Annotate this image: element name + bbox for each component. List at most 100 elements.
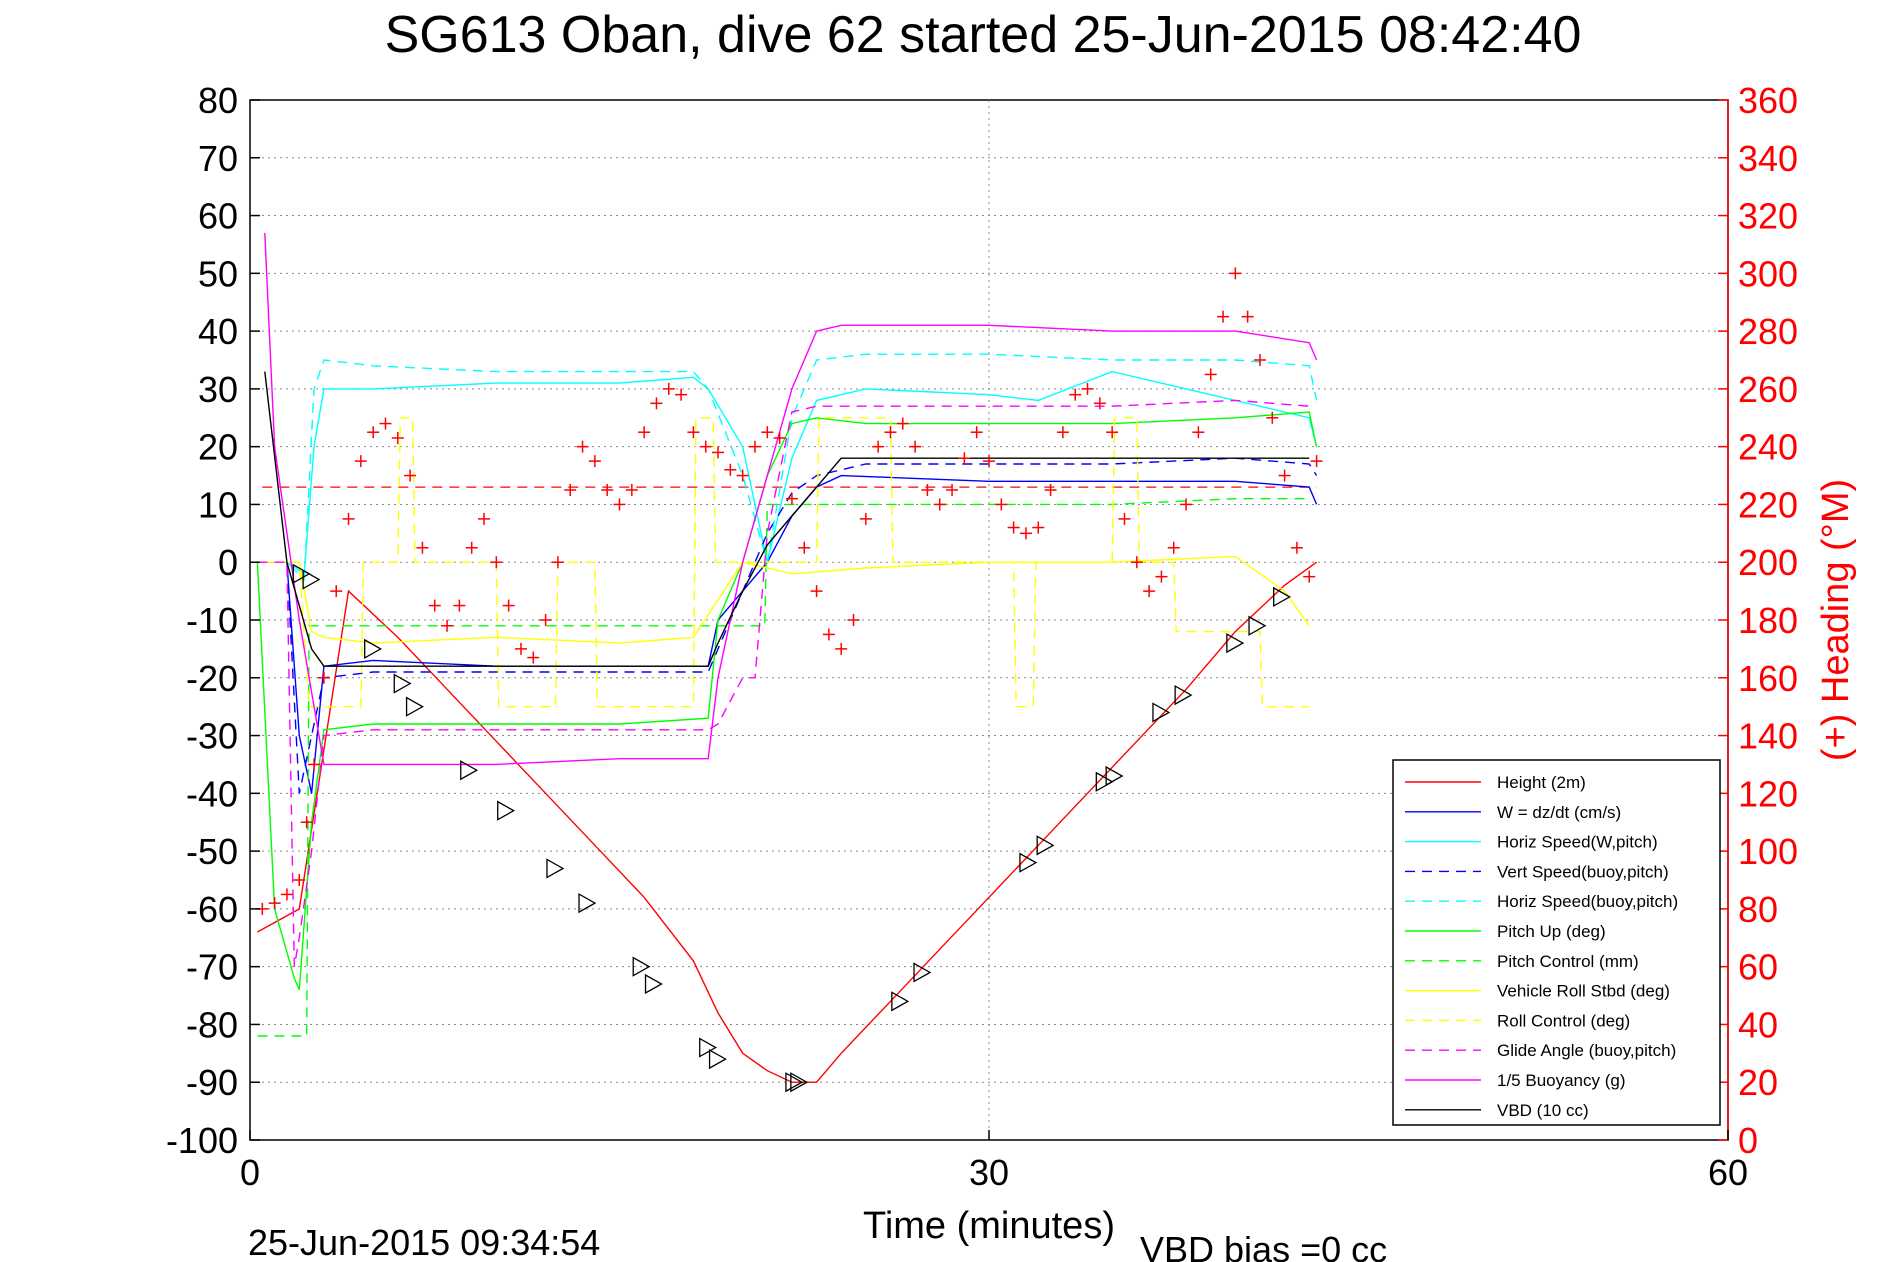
right-tick-label: 220: [1738, 484, 1798, 525]
left-tick-label: 20: [198, 427, 238, 468]
series-line: [256, 411, 1318, 991]
triangle-marker: [393, 673, 412, 694]
triangle-marker: [1019, 852, 1038, 873]
right-tick-label: 80: [1738, 889, 1778, 930]
right-tick-label: 340: [1738, 138, 1798, 179]
legend-entry: Height (2m): [1497, 773, 1586, 792]
heading-point: [465, 541, 478, 554]
right-tick-label: 20: [1738, 1062, 1778, 1103]
right-tick-label: 160: [1738, 658, 1798, 699]
heading-point: [1290, 541, 1303, 554]
left-tick-label: -20: [186, 658, 238, 699]
heading-point: [300, 816, 313, 829]
heading-point: [909, 440, 922, 453]
legend-entry: Roll Control (deg): [1497, 1011, 1630, 1030]
triangle-marker: [292, 563, 311, 584]
heading-point: [404, 469, 417, 482]
left-tick-label: 70: [198, 138, 238, 179]
left-tick-label: 0: [218, 542, 238, 583]
legend-entry: Vehicle Roll Stbd (deg): [1497, 982, 1670, 1001]
triangle-marker: [1036, 835, 1055, 856]
heading-point: [1180, 498, 1193, 511]
triangle-marker: [632, 956, 651, 977]
heading-point: [428, 599, 441, 612]
heading-point: [810, 585, 823, 598]
series-layer: [256, 232, 1318, 1083]
left-axis: 80 70 60 50 40 30 20 10 0 -10 -20 -30 -40 -50 -60 -70 -8…: [166, 80, 260, 1161]
heading-point: [308, 758, 321, 771]
triangle-marker: [1095, 771, 1114, 792]
heading-point: [280, 888, 293, 901]
triangle-marker: [785, 1072, 804, 1093]
heading-point: [712, 446, 725, 459]
heading-point: [1241, 310, 1254, 323]
triangle-marker: [460, 760, 479, 781]
right-tick-label: 140: [1738, 716, 1798, 757]
series-line: [257, 370, 1318, 576]
triangle-marker: [578, 892, 597, 914]
left-tick-label: 50: [198, 253, 238, 294]
heading-point: [724, 463, 737, 476]
heading-point: [551, 556, 564, 569]
heading-point: [564, 484, 577, 496]
series-line: [257, 474, 1318, 794]
heading-point: [268, 897, 281, 910]
markers-layer: [256, 267, 1323, 1093]
x-tick-label: 30: [969, 1152, 1009, 1193]
heading-point: [675, 388, 688, 401]
heading-point: [1118, 512, 1131, 525]
right-tick-label: 200: [1738, 542, 1798, 583]
heading-point: [835, 642, 848, 655]
triangle-marker: [790, 1072, 809, 1093]
heading-point: [872, 440, 885, 453]
legend: Height (2m) W = dz/dt (cm/s) Horiz Speed(W…: [1392, 759, 1721, 1126]
heading-point: [490, 556, 503, 569]
series-line: [257, 561, 1318, 1083]
series-line: [257, 353, 1318, 582]
footer-vbd-bias: VBD bias =0 cc: [1140, 1229, 1387, 1262]
legend-box: [1392, 759, 1721, 1126]
left-tick-label: -80: [186, 1004, 238, 1045]
triangle-marker: [405, 696, 424, 717]
triangle-marker: [913, 962, 932, 983]
heading-point: [933, 498, 946, 511]
heading-point: [662, 382, 675, 395]
heading-point: [1143, 585, 1156, 598]
heading-point: [527, 651, 540, 664]
plot-area: [249, 99, 1729, 1141]
heading-point: [995, 498, 1008, 511]
heading-point: [822, 628, 835, 641]
x-tick-label: 60: [1708, 1152, 1748, 1193]
heading-point: [958, 452, 971, 465]
heading-point: [946, 484, 959, 496]
heading-point: [1155, 570, 1168, 583]
heading-point: [699, 440, 712, 453]
triangle-marker: [1273, 586, 1291, 608]
legend-entry: Horiz Speed(W,pitch): [1497, 833, 1658, 852]
heading-point: [638, 426, 651, 439]
x-tick-label: 0: [240, 1152, 260, 1193]
right-tick-label: 280: [1738, 311, 1798, 352]
triangle-marker: [708, 1048, 727, 1070]
right-tick-label: 360: [1738, 80, 1798, 121]
series-line: [257, 498, 1310, 1037]
heading-point: [317, 671, 330, 684]
heading-point: [1192, 426, 1205, 439]
heading-point: [896, 417, 909, 430]
right-tick-label: 240: [1738, 427, 1798, 468]
triangle-marker: [497, 800, 516, 821]
left-tick-label: -90: [186, 1062, 238, 1103]
heading-point: [1310, 455, 1323, 468]
heading-point: [293, 874, 306, 886]
heading-point: [650, 397, 663, 410]
heading-point: [391, 432, 404, 444]
left-tick-label: 60: [198, 196, 238, 237]
legend-entry: Vert Speed(buoy,pitch): [1497, 862, 1669, 881]
left-tick-label: 40: [198, 311, 238, 352]
heading-point: [761, 426, 774, 439]
heading-point: [416, 541, 429, 554]
heading-point: [1130, 556, 1143, 569]
right-tick-label: 60: [1738, 947, 1778, 988]
heading-point: [576, 440, 589, 453]
left-tick-label: -50: [186, 831, 238, 872]
